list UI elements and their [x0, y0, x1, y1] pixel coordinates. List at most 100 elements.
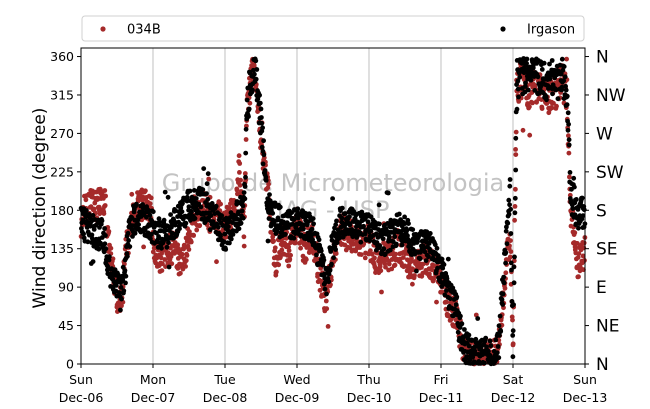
- data-point-irgason: [512, 254, 517, 260]
- data-point-irgason: [462, 327, 467, 332]
- x-tick-weekday: Wed: [283, 372, 310, 387]
- data-point-irgason: [511, 264, 517, 270]
- data-point-034b: [183, 258, 189, 263]
- data-point-034b: [265, 185, 271, 191]
- x-tick-date: Dec-13: [563, 390, 608, 405]
- data-point-irgason: [555, 96, 561, 102]
- data-point-irgason: [220, 223, 226, 228]
- data-point-034b: [191, 233, 197, 238]
- data-point-034b: [160, 261, 165, 267]
- data-point-irgason: [488, 343, 494, 349]
- data-point-irgason: [210, 219, 216, 225]
- data-point-034b: [503, 270, 509, 276]
- data-point-034b: [103, 193, 108, 199]
- data-point-034b: [197, 223, 203, 228]
- data-point-irgason: [253, 58, 259, 64]
- data-point-irgason: [243, 126, 249, 132]
- data-point-irgason: [376, 202, 382, 208]
- data-point-irgason: [454, 294, 460, 300]
- data-point-irgason: [501, 274, 507, 280]
- data-point-irgason: [333, 247, 338, 252]
- x-tick-weekday: Mon: [140, 372, 166, 387]
- data-point-034b: [271, 238, 276, 244]
- data-point-034b: [237, 182, 243, 188]
- data-point-irgason: [316, 237, 322, 243]
- data-point-irgason: [417, 256, 423, 262]
- data-point-irgason: [102, 241, 108, 247]
- data-point-irgason: [339, 205, 345, 211]
- data-point-irgason: [426, 254, 431, 260]
- data-point-irgason: [193, 196, 199, 201]
- data-point-irgason: [107, 254, 112, 260]
- data-point-034b: [236, 153, 242, 159]
- x-tick-weekday: Thu: [356, 372, 380, 387]
- data-point-irgason: [240, 215, 246, 221]
- data-point-irgason: [80, 217, 86, 223]
- data-point-034b: [502, 285, 508, 291]
- data-point-034b: [527, 104, 532, 110]
- data-point-irgason: [385, 190, 391, 196]
- data-point-irgason: [205, 171, 211, 177]
- data-point-034b: [393, 251, 398, 257]
- data-point-irgason: [191, 188, 197, 193]
- data-point-034b: [325, 324, 331, 329]
- data-point-irgason: [572, 184, 577, 190]
- data-point-irgason: [257, 100, 263, 106]
- data-point-irgason: [563, 87, 569, 93]
- watermark-line: Grupo de Micrometeorologia: [162, 169, 504, 197]
- data-point-034b: [401, 255, 406, 260]
- legend-box: [81, 15, 585, 42]
- data-point-034b: [298, 245, 303, 251]
- data-point-irgason: [183, 220, 189, 226]
- data-point-irgason: [89, 236, 95, 241]
- data-point-irgason: [486, 348, 491, 354]
- data-point-irgason: [277, 204, 283, 210]
- data-point-034b: [369, 251, 375, 257]
- data-point-irgason: [252, 71, 257, 77]
- data-point-irgason: [324, 291, 329, 297]
- data-point-irgason: [198, 204, 204, 210]
- data-point-irgason: [219, 213, 225, 219]
- data-point-irgason: [459, 321, 465, 327]
- data-point-irgason: [213, 203, 219, 209]
- data-point-034b: [91, 206, 97, 212]
- data-point-034b: [513, 147, 518, 152]
- data-point-034b: [168, 254, 174, 259]
- data-point-irgason: [192, 216, 198, 221]
- data-point-irgason: [262, 168, 268, 173]
- data-point-irgason: [507, 177, 513, 182]
- data-point-irgason: [122, 268, 128, 273]
- data-point-irgason: [368, 228, 374, 234]
- data-point-irgason: [539, 67, 545, 72]
- legend-label-irgason: Irgason: [527, 23, 575, 38]
- data-point-irgason: [514, 82, 519, 87]
- data-point-irgason: [291, 235, 297, 241]
- data-point-irgason: [574, 197, 579, 202]
- data-point-irgason: [581, 207, 587, 213]
- data-point-034b: [147, 201, 153, 207]
- data-point-034b: [158, 255, 164, 261]
- data-point-irgason: [503, 250, 509, 256]
- data-point-irgason: [553, 87, 559, 93]
- data-point-034b: [372, 255, 377, 261]
- data-point-034b: [389, 266, 395, 272]
- legend: 034B Irgason: [81, 15, 585, 42]
- data-point-034b: [179, 251, 185, 257]
- data-point-irgason: [566, 137, 572, 143]
- data-point-irgason: [483, 335, 489, 341]
- y-tick-label: 45: [58, 318, 74, 333]
- data-point-034b: [238, 177, 244, 183]
- y-tick-label: 90: [58, 280, 74, 295]
- data-point-irgason: [168, 212, 174, 218]
- data-point-034b: [237, 170, 242, 175]
- data-point-irgason: [475, 316, 481, 321]
- data-point-irgason: [333, 222, 339, 228]
- data-point-irgason: [405, 233, 410, 239]
- data-point-034b: [119, 303, 124, 309]
- data-point-034b: [108, 245, 114, 251]
- data-point-034b: [150, 249, 156, 255]
- data-point-irgason: [549, 58, 555, 63]
- data-point-irgason: [118, 285, 124, 290]
- data-point-034b: [431, 277, 436, 282]
- data-point-irgason: [238, 220, 244, 226]
